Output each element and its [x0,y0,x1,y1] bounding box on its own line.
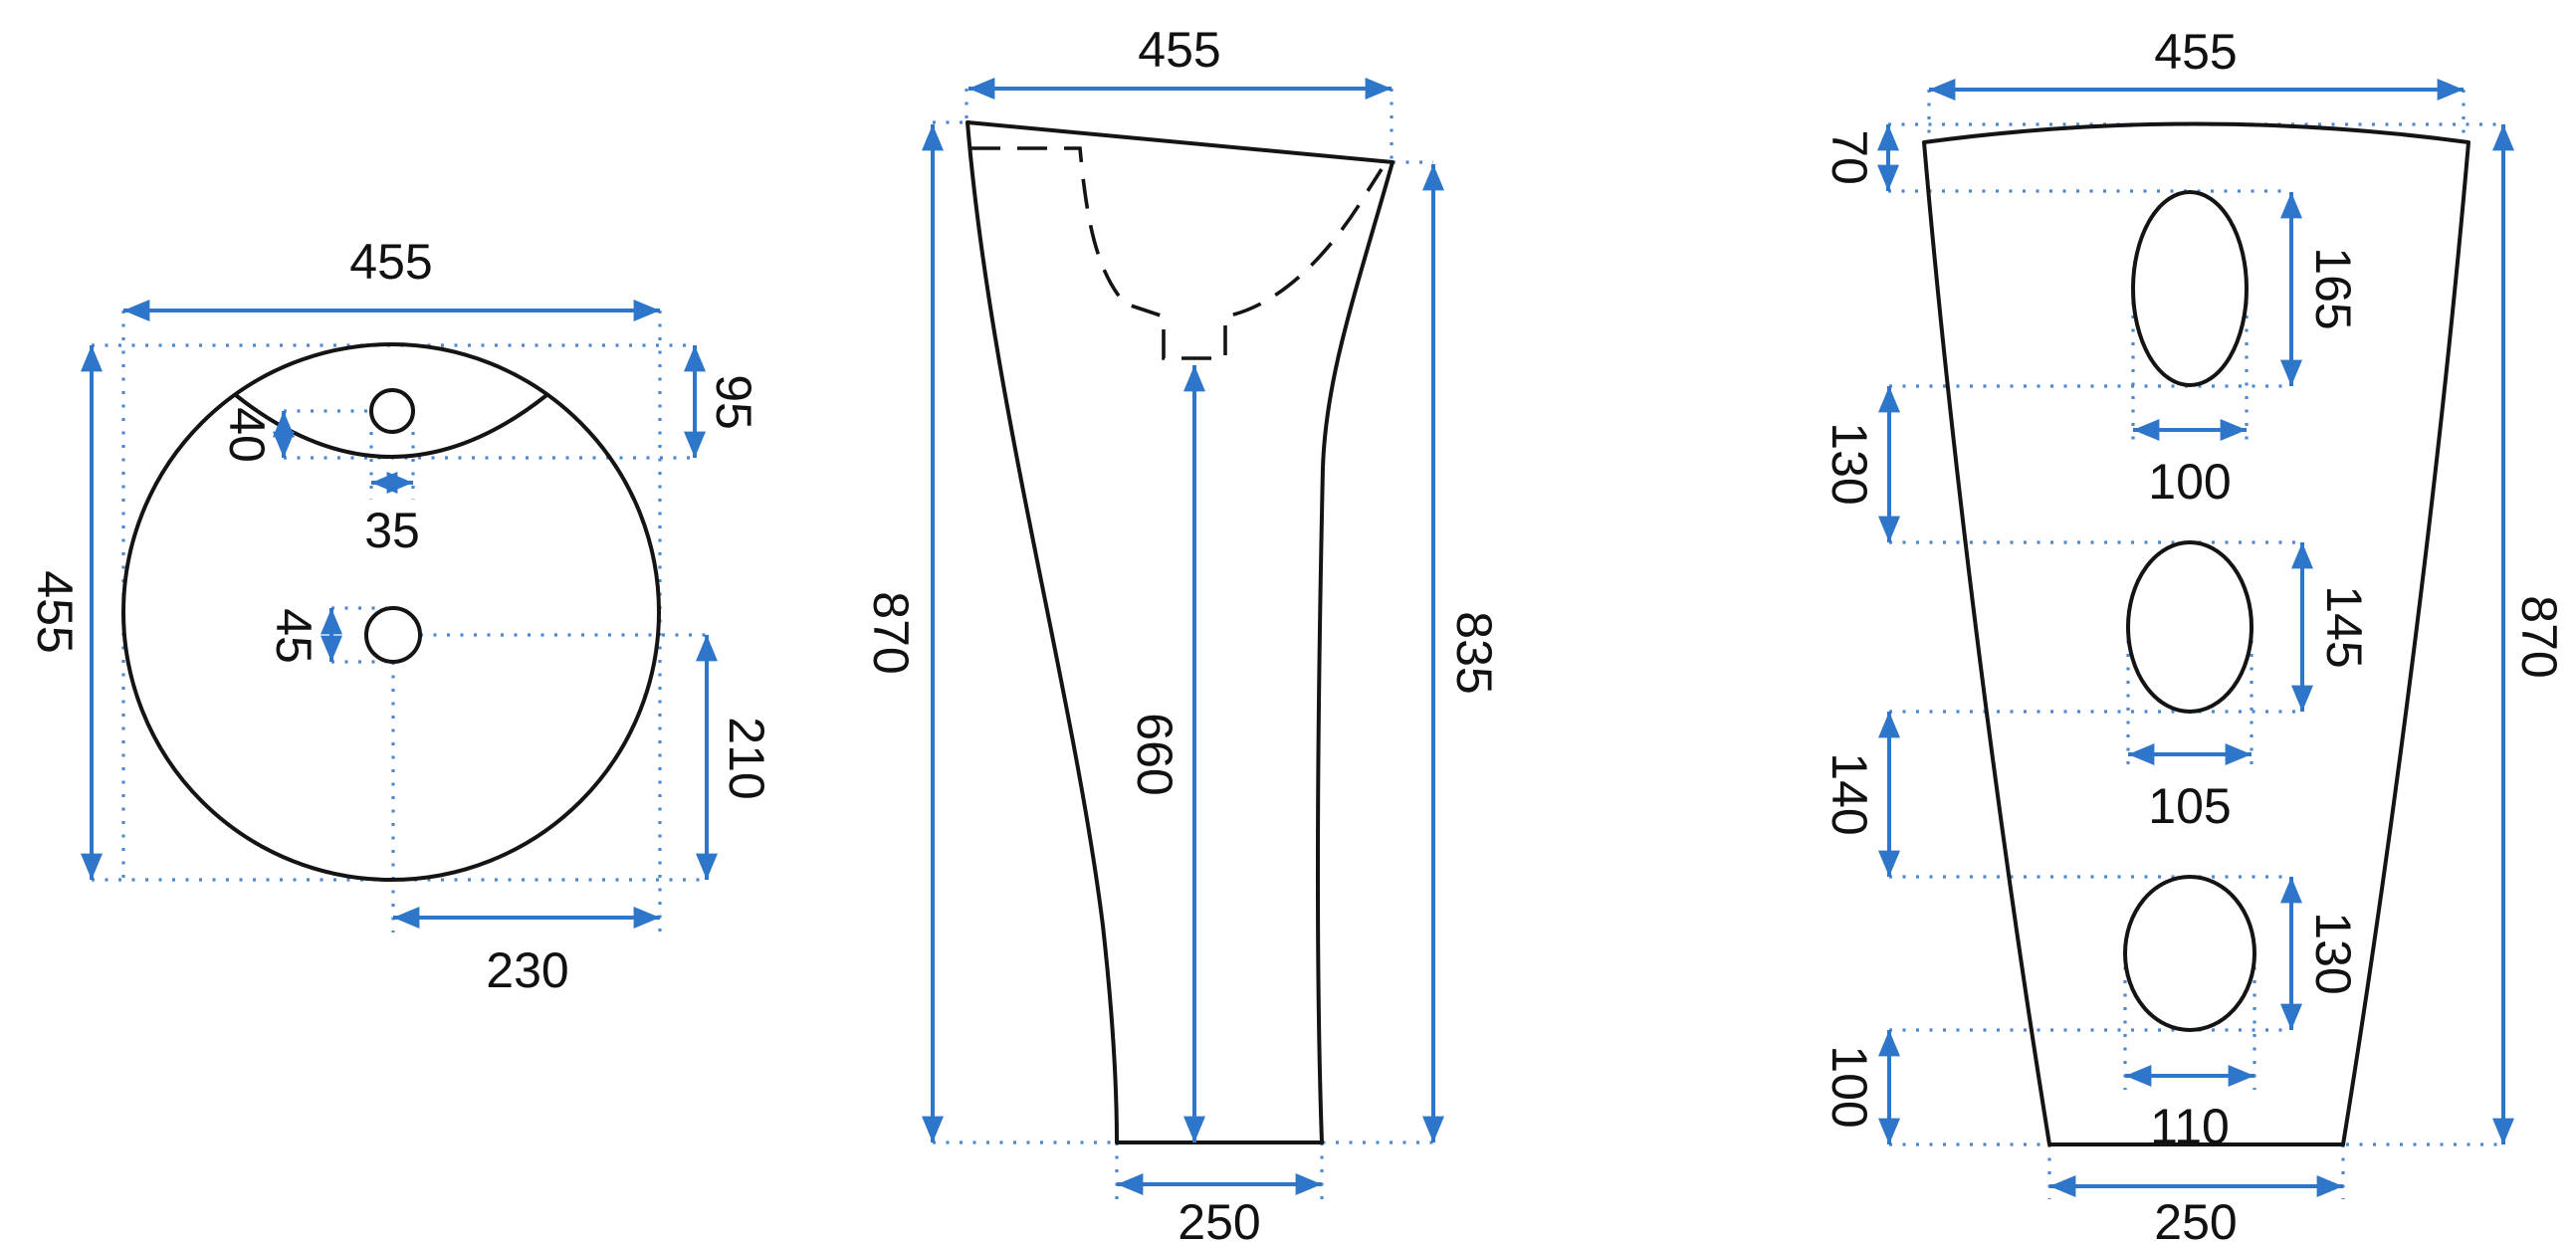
dim-label-side-base-width: 250 [2154,1194,2237,1244]
faucet-hole [369,388,415,434]
dim-label-gap3: 100 [1822,1045,1877,1128]
dim-label-hole3-width: 110 [2150,1099,2230,1154]
dim-label-faucet-width: 35 [364,503,420,558]
dim-label-drain-offset: 230 [486,942,568,998]
side-hole-top [2131,190,2249,387]
dim-label-front-base-width: 250 [1178,1194,1260,1244]
dim-label-hole3-height: 130 [2305,912,2361,994]
front-view: 455 870 835 660 250 [863,22,1502,1244]
dim-label-front-width: 455 [1138,22,1220,78]
dim-label-top-drop: 70 [1822,129,1877,185]
side-view: 455 70 165 100 130 145 105 140 130 110 1… [1822,24,2567,1244]
dim-label-drain-center-height: 660 [1127,713,1182,795]
pedestal-front-outline [966,120,1395,1144]
dim-label-front-height: 870 [863,591,919,674]
dim-label-gap2: 140 [1822,752,1877,835]
front-view-extension-lines [933,89,1433,1199]
dim-label-front-height-right: 835 [1446,611,1502,694]
dim-label-gap1: 130 [1822,422,1877,505]
dim-label-top-width: 455 [349,234,432,290]
dim-label-hole1-height: 165 [2305,247,2361,329]
dim-label-drain-to-edge: 210 [719,717,774,799]
dim-label-deck-height: 95 [706,374,761,430]
bowl-hidden-outline [970,146,1384,360]
dim-label-hole1-width: 100 [2148,454,2231,510]
side-view-extension-lines [1888,90,2503,1199]
dim-label-hole2-width: 105 [2148,778,2231,834]
side-hole-bottom [2123,875,2256,1032]
dim-label-drain-diameter: 45 [266,608,322,664]
dim-label-side-width: 455 [2154,24,2237,80]
basin-rim-outline [121,342,661,882]
dim-label-faucet-gap: 40 [219,407,275,463]
top-view-extension-lines [92,311,707,933]
dim-label-hole2-height: 145 [2316,585,2372,668]
drain-hole [364,606,422,664]
side-hole-middle [2126,540,2254,714]
top-view: 455 455 95 40 35 45 210 230 [27,234,774,998]
pedestal-side-outline [1922,121,2470,1146]
dim-label-top-depth: 455 [27,570,83,653]
dim-label-side-height: 870 [2511,595,2567,678]
